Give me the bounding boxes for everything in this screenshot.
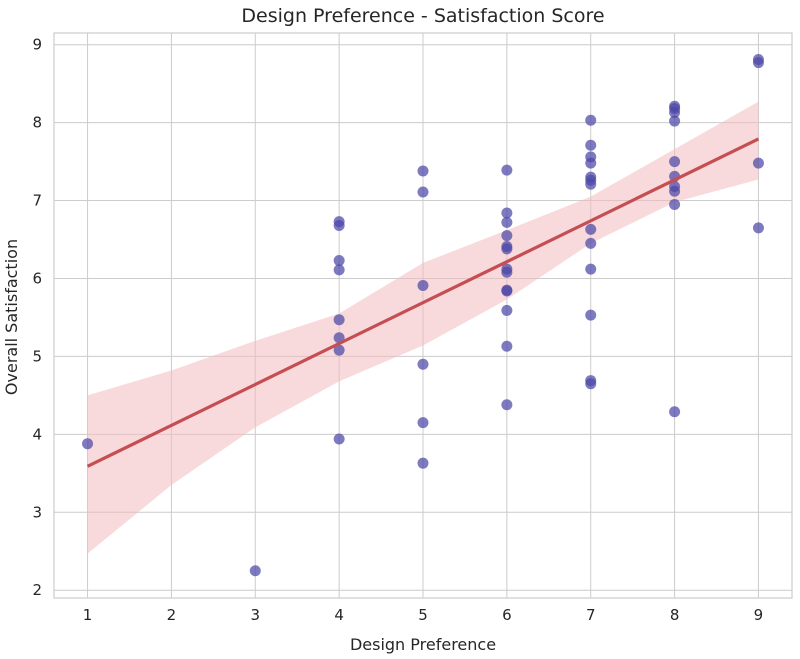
data-point <box>585 139 597 151</box>
x-tick-label: 6 <box>502 606 512 624</box>
data-point <box>585 178 597 190</box>
plot-frame <box>53 32 793 599</box>
points-layer <box>82 53 764 577</box>
data-point <box>669 106 681 118</box>
x-tick-label: 8 <box>670 606 680 624</box>
chart-title: Design Preference - Satisfaction Score <box>241 5 604 27</box>
data-point <box>333 264 345 276</box>
data-point <box>669 115 681 127</box>
x-tick-label: 2 <box>167 606 177 624</box>
x-tick-label: 5 <box>418 606 428 624</box>
data-point <box>585 223 597 235</box>
data-point <box>585 237 597 249</box>
data-point <box>417 417 429 429</box>
data-point <box>501 164 513 176</box>
data-point <box>501 304 513 316</box>
data-point <box>82 438 94 450</box>
data-point <box>501 285 513 297</box>
x-tick-label: 9 <box>754 606 764 624</box>
data-point <box>417 358 429 370</box>
y-tick-label: 9 <box>32 36 42 54</box>
data-point <box>585 114 597 126</box>
y-tick-label: 7 <box>32 192 42 210</box>
data-point <box>585 378 597 390</box>
data-point <box>752 222 764 234</box>
y-tick-label: 6 <box>32 269 42 287</box>
y-axis-label: Overall Satisfaction <box>2 239 21 395</box>
data-point <box>333 344 345 356</box>
x-tick-label: 1 <box>83 606 93 624</box>
data-point <box>585 309 597 321</box>
data-point <box>501 216 513 228</box>
data-point <box>249 565 261 577</box>
y-tick-label: 3 <box>32 503 42 521</box>
data-point <box>417 279 429 291</box>
x-tick-label: 4 <box>334 606 344 624</box>
x-tick-label: 7 <box>586 606 596 624</box>
data-point <box>501 243 513 255</box>
data-point <box>585 263 597 275</box>
data-point <box>333 255 345 267</box>
data-point <box>752 57 764 69</box>
x-tick-label: 3 <box>250 606 260 624</box>
data-point <box>417 457 429 469</box>
confidence-band-layer <box>87 101 759 554</box>
data-point <box>501 399 513 411</box>
regression-line-layer <box>86 137 760 468</box>
data-point <box>501 340 513 352</box>
data-point <box>501 230 513 242</box>
data-point <box>669 185 681 197</box>
data-point <box>752 157 764 169</box>
y-tick-label: 5 <box>32 347 42 365</box>
regression-line <box>86 137 760 468</box>
tick-label-layer: 1 2 3 4 5 6 7 8 9 2 3 4 5 6 7 8 9 <box>32 36 763 624</box>
data-point <box>669 406 681 418</box>
data-point <box>669 156 681 168</box>
data-point <box>333 219 345 231</box>
data-point <box>333 314 345 326</box>
data-point <box>669 198 681 210</box>
y-tick-label: 2 <box>32 581 42 599</box>
y-tick-label: 8 <box>32 114 42 132</box>
y-tick-label: 4 <box>32 425 42 443</box>
data-point <box>417 165 429 177</box>
confidence-band <box>87 101 759 554</box>
data-point <box>417 186 429 198</box>
data-point <box>333 433 345 445</box>
x-axis-label: Design Preference <box>350 635 496 654</box>
data-point <box>501 266 513 278</box>
data-point <box>585 157 597 169</box>
data-point <box>501 207 513 219</box>
